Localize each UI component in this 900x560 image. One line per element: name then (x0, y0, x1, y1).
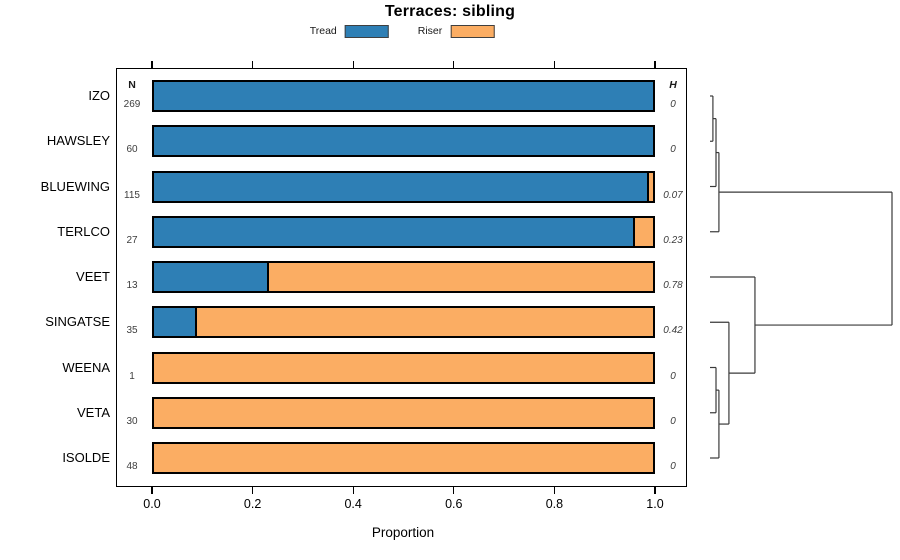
row-label: ISOLDE (62, 450, 110, 465)
x-tick-bottom (151, 487, 153, 494)
n-column-header: N (128, 79, 136, 91)
h-value: 0 (670, 99, 676, 110)
x-axis-title: Proportion (371, 525, 435, 540)
x-tick-label: 0.0 (143, 497, 161, 511)
bar-segment-tread (154, 263, 270, 291)
legend-item-riser: Riser (417, 24, 495, 38)
h-column-header: H (669, 79, 677, 91)
n-value: 1 (129, 370, 135, 382)
row-label: VETA (77, 404, 110, 420)
h-value: 0 (670, 415, 676, 427)
bar-segment-riser (154, 353, 653, 382)
x-tick-top (453, 61, 455, 68)
row-label: TERLCO (57, 223, 110, 239)
x-tick-label: 0.4 (344, 497, 362, 511)
legend-swatch-tread (344, 24, 389, 38)
row-label: BLUEWING (40, 178, 110, 194)
n-value: 30 (126, 415, 138, 427)
bar-segment-riser (634, 217, 653, 246)
bar-segment-riser (648, 172, 653, 201)
bar-segment-tread (154, 308, 197, 337)
n-value: 35 (126, 325, 138, 337)
row-label: WEENA (62, 359, 110, 375)
row-label: VEET (76, 269, 110, 284)
n-value: 115 (124, 189, 140, 201)
bar-row (152, 215, 655, 248)
bar-row (152, 351, 655, 384)
row-label: IZO (88, 88, 110, 103)
n-value: 13 (126, 280, 138, 291)
h-value: 0.07 (663, 189, 683, 201)
bar-row (152, 396, 655, 429)
h-value: 0.78 (663, 280, 683, 291)
h-value: 0 (670, 370, 676, 382)
x-tick-bottom (352, 487, 354, 494)
row-label: SINGATSE (45, 314, 110, 330)
bar-segment-tread (154, 172, 649, 201)
legend-label-riser: Riser (417, 25, 443, 37)
n-value: 269 (123, 99, 141, 110)
bar-row (152, 170, 655, 203)
legend-label-tread: Tread (309, 25, 337, 37)
x-tick-top (654, 61, 656, 68)
h-value: 0.42 (663, 325, 683, 337)
chart-title: Terraces: sibling (384, 3, 516, 20)
bar-segment-riser (154, 444, 653, 472)
bar-segment-tread (154, 82, 653, 110)
x-tick-bottom (553, 487, 555, 494)
x-tick-top (252, 61, 254, 68)
legend: Tread Riser (310, 23, 495, 39)
bar-row (152, 125, 655, 158)
h-value: 0 (670, 461, 676, 472)
bar-segment-riser (154, 398, 653, 427)
x-tick-label: 1.0 (646, 497, 664, 511)
n-value: 48 (126, 461, 138, 472)
bar-row (152, 442, 655, 474)
dendrogram (710, 95, 893, 459)
h-value: 0.23 (663, 234, 683, 246)
bar-row (152, 80, 655, 112)
row-label: HAWSLEY (46, 133, 110, 149)
legend-swatch-riser (450, 24, 495, 38)
x-tick-label: 0.8 (545, 497, 564, 511)
x-tick-top (151, 61, 153, 68)
x-tick-label: 0.2 (243, 497, 262, 511)
n-value: 27 (126, 234, 138, 246)
x-tick-top (553, 61, 555, 68)
n-value: 60 (126, 144, 138, 156)
bar-segment-tread (154, 127, 653, 156)
h-value: 0 (670, 144, 676, 156)
x-tick-bottom (252, 487, 254, 494)
bar-segment-riser (196, 308, 653, 337)
x-tick-label: 0.6 (445, 497, 463, 511)
x-tick-bottom (453, 487, 455, 494)
bar-segment-riser (269, 263, 653, 291)
legend-item-tread: Tread (309, 24, 389, 38)
x-tick-top (352, 61, 354, 68)
bar-row (152, 261, 655, 293)
bar-segment-tread (154, 217, 635, 246)
x-tick-bottom (654, 487, 656, 494)
bar-row (152, 306, 655, 339)
